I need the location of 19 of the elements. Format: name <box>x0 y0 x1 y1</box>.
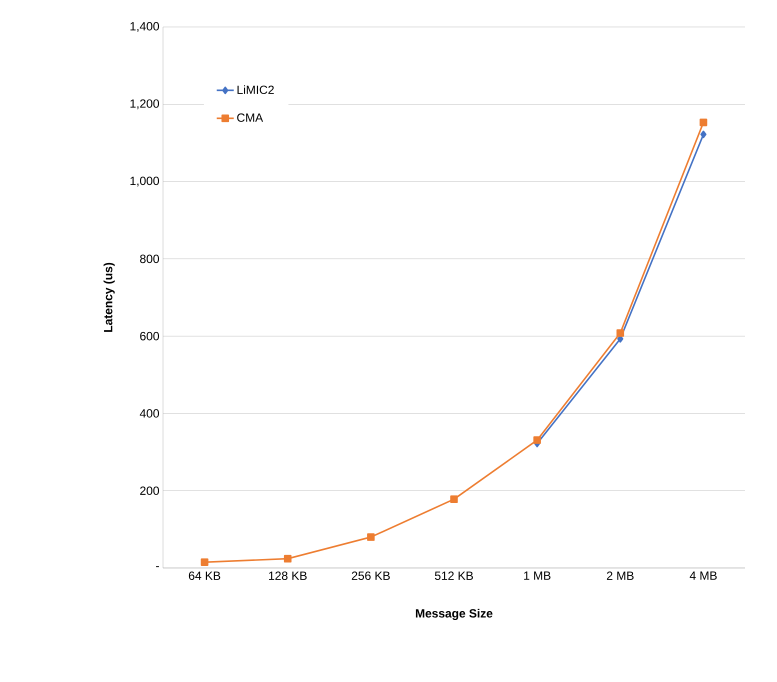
y-tick-label: 600 <box>140 332 160 340</box>
legend-label: CMA <box>237 113 264 122</box>
x-tick-label: 1 MB <box>524 572 550 580</box>
x-tick-label: 512 KB <box>434 572 473 580</box>
x-axis-title: Message Size <box>416 608 492 620</box>
x-tick-label: 128 KB <box>269 572 307 580</box>
y-tick-label: 200 <box>140 486 160 495</box>
y-tick-label: 1,400 <box>130 22 160 32</box>
y-tick-label: 1,000 <box>130 176 160 186</box>
legend-label: LiMIC2 <box>238 85 274 94</box>
x-tick-label: 256 KB <box>352 572 390 580</box>
y-tick-label: 400 <box>140 409 160 418</box>
x-tick-label: 64 KB <box>188 572 220 580</box>
x-tick-label: 4 MB <box>690 572 717 580</box>
y-tick-label: - <box>156 566 159 568</box>
y-axis-title: Latency (us) <box>104 262 115 332</box>
x-tick-label: 2 MB <box>606 572 634 580</box>
y-tick-label: 800 <box>140 254 160 264</box>
y-tick-label: 1,200 <box>130 99 160 110</box>
